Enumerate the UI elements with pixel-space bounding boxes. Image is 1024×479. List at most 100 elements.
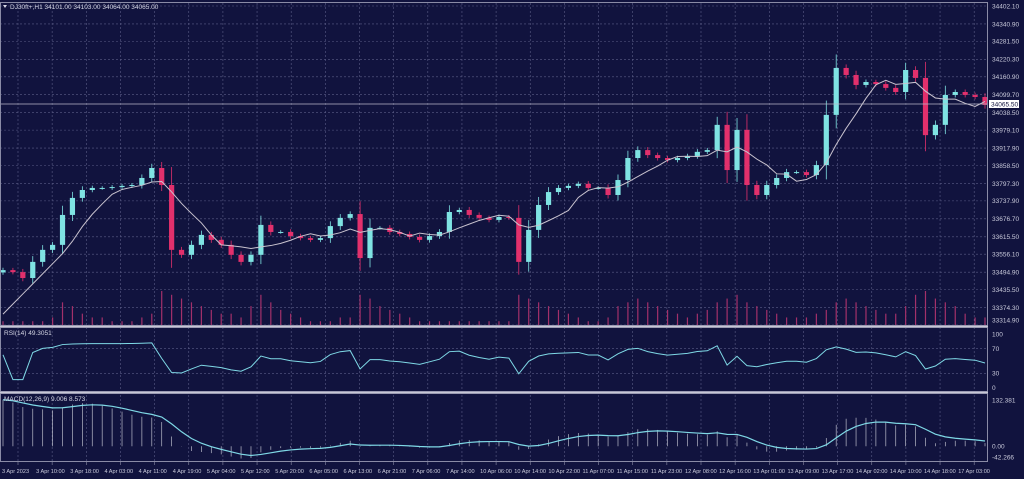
rsi-tick-label: 100 [992,332,1003,339]
volume-bar [210,309,212,325]
price-tick-label: 33494.90 [992,269,1019,276]
volume-bar [369,298,371,325]
symbol-dropdown-icon[interactable] [3,5,7,8]
volume-bar [617,306,619,325]
price-tick-label: 34281.50 [992,39,1019,46]
time-tick-label: 11 Apr 15:00 [617,469,648,475]
price-tick-label: 33435.50 [992,287,1019,294]
volume-bar [786,317,788,325]
candle-bearish [397,231,403,235]
time-tick-label: 7 Apr 14:00 [446,469,475,475]
candle-bearish [664,158,671,161]
candle-bearish [516,217,522,262]
main-panel-border [0,2,988,326]
rsi-panel-border[interactable] [0,327,988,392]
price-tick-label: 33314.90 [992,318,1019,325]
volume-bar [438,321,441,325]
rsi-line [2,342,986,381]
volume-bar [984,317,986,325]
volume-bar [200,306,202,325]
candle-bullish [932,124,939,136]
candle-bearish [407,234,413,237]
candle-bullish [813,165,819,176]
time-tick-label: 4 Apr 11:00 [139,469,167,475]
time-tick-label: 11 Apr 23:00 [651,469,682,475]
candle-bearish [268,224,274,232]
candle-bearish [476,214,482,218]
volume-bar [81,313,83,325]
time-tick-label: 12 Apr 08:00 [685,469,717,475]
candle-bullish [764,185,770,195]
rsi-tick-label: 0 [992,385,996,392]
moving-average-line [2,79,986,315]
candle-bullish [674,158,681,161]
volume-bar [577,317,579,325]
volume-bar [538,302,540,325]
price-tick-label: 33676.70 [992,216,1019,223]
candle-bullish [139,177,145,186]
volume-bar [666,309,669,325]
volume-bar [399,313,401,325]
volume-bar [835,302,837,325]
volume-bar [389,309,391,325]
candle-bearish [893,87,899,92]
time-tick-label: 13 Apr 09:00 [787,469,819,475]
volume-bar [855,302,857,325]
candle-bearish [724,124,730,171]
volume-bar [270,302,272,325]
candle-bullish [89,187,95,191]
macd-tick-label: -42.266 [992,455,1014,462]
volume-bar [726,298,728,325]
candle-bullish [109,187,115,189]
candle-bullish [635,150,641,159]
volume-bar [91,317,93,325]
candle-bullish [347,214,353,218]
volume-bar [359,294,361,325]
volume-bar [299,317,302,325]
candle-bullish [823,114,829,166]
time-tick-label: 5 Apr 12:00 [241,469,270,475]
candle-bearish [605,187,611,195]
candle-bullish [784,172,790,178]
candle-bearish [645,150,651,156]
candle-bearish [10,270,16,273]
candle-bearish [506,216,512,218]
volume-bar [964,313,966,325]
candle-bullish [684,155,691,159]
candle-bearish [853,74,859,85]
volume-bar [845,298,847,325]
candle-bullish [278,231,284,233]
candle-bearish [208,234,214,240]
volume-bar [905,306,907,325]
volume-bar [379,306,381,325]
volume-bar [776,313,778,325]
candle-bearish [178,249,185,255]
volume-bar [766,309,768,325]
volume-bar [825,309,827,325]
volume-bar [131,321,133,325]
volume-bar [944,302,946,325]
candle-bullish [833,67,839,115]
price-tick-label: 33556.10 [992,252,1019,259]
candle-bearish [159,167,165,186]
candle-bullish [79,190,85,198]
candle-bullish [595,187,601,189]
price-tick-label: 33797.30 [992,181,1019,188]
candle-bullish [248,254,254,262]
chart-title: DJ30ft+,H1 34101.00 34103.00 34064.00 34… [10,4,159,11]
time-tick-label: 14 Apr 18:00 [924,469,956,475]
volume-bar [280,309,282,325]
candle-bullish [129,185,135,187]
candle-bullish [774,177,780,186]
volume-bar [458,321,460,325]
volume-bar [151,313,153,325]
candle-bearish [20,272,26,279]
macd-panel-border[interactable] [0,393,988,462]
candle-bullish [704,150,710,152]
candle-bullish [526,229,532,262]
candle-bullish [565,185,571,188]
candle-bullish [49,244,56,250]
volume-bar [141,317,143,325]
candle-bullish [198,234,204,245]
